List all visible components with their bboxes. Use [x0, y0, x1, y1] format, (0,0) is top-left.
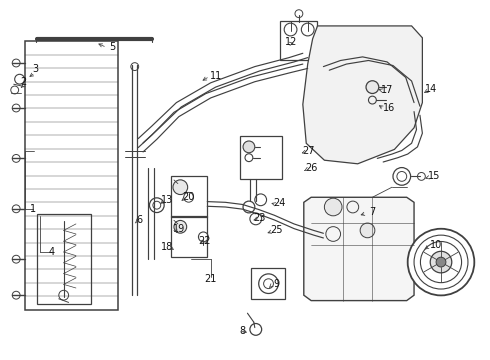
Circle shape — [174, 220, 187, 233]
Circle shape — [324, 198, 342, 216]
Bar — [37, 214, 91, 304]
Text: 2: 2 — [21, 77, 26, 87]
Circle shape — [59, 290, 69, 300]
Text: 14: 14 — [425, 84, 437, 94]
Circle shape — [408, 229, 474, 296]
Text: 17: 17 — [381, 85, 393, 95]
Text: 6: 6 — [137, 215, 143, 225]
Text: 27: 27 — [302, 146, 315, 156]
Circle shape — [393, 168, 411, 185]
Text: 4: 4 — [49, 247, 54, 257]
Text: 16: 16 — [384, 103, 396, 113]
Text: 13: 13 — [161, 195, 172, 205]
Text: 10: 10 — [430, 240, 442, 250]
Text: 23: 23 — [253, 213, 266, 223]
Text: 12: 12 — [285, 37, 298, 48]
Bar — [171, 216, 207, 257]
Circle shape — [243, 201, 255, 213]
Text: 21: 21 — [204, 274, 217, 284]
Circle shape — [243, 141, 255, 153]
Circle shape — [430, 251, 452, 273]
Circle shape — [366, 81, 379, 94]
Text: 25: 25 — [270, 225, 283, 235]
Text: 22: 22 — [198, 236, 211, 246]
Circle shape — [360, 223, 375, 238]
Bar — [171, 176, 207, 217]
Text: 18: 18 — [161, 242, 172, 252]
Circle shape — [149, 198, 164, 212]
Circle shape — [250, 213, 262, 225]
Text: 26: 26 — [305, 163, 318, 174]
Text: 8: 8 — [240, 326, 245, 336]
Text: 15: 15 — [427, 171, 440, 181]
Polygon shape — [304, 197, 414, 301]
Circle shape — [173, 180, 188, 194]
Text: 24: 24 — [273, 198, 286, 208]
Text: 3: 3 — [32, 64, 38, 74]
Text: 19: 19 — [172, 224, 185, 234]
Text: 9: 9 — [274, 279, 280, 289]
Bar — [251, 268, 285, 299]
Circle shape — [436, 257, 446, 267]
Circle shape — [255, 194, 267, 206]
Text: 5: 5 — [110, 42, 116, 52]
Text: 1: 1 — [30, 204, 36, 214]
Text: 20: 20 — [182, 192, 195, 202]
Bar — [280, 21, 317, 60]
Bar — [240, 136, 282, 179]
Text: 7: 7 — [369, 207, 375, 217]
Text: 11: 11 — [210, 71, 221, 81]
Polygon shape — [303, 26, 422, 164]
